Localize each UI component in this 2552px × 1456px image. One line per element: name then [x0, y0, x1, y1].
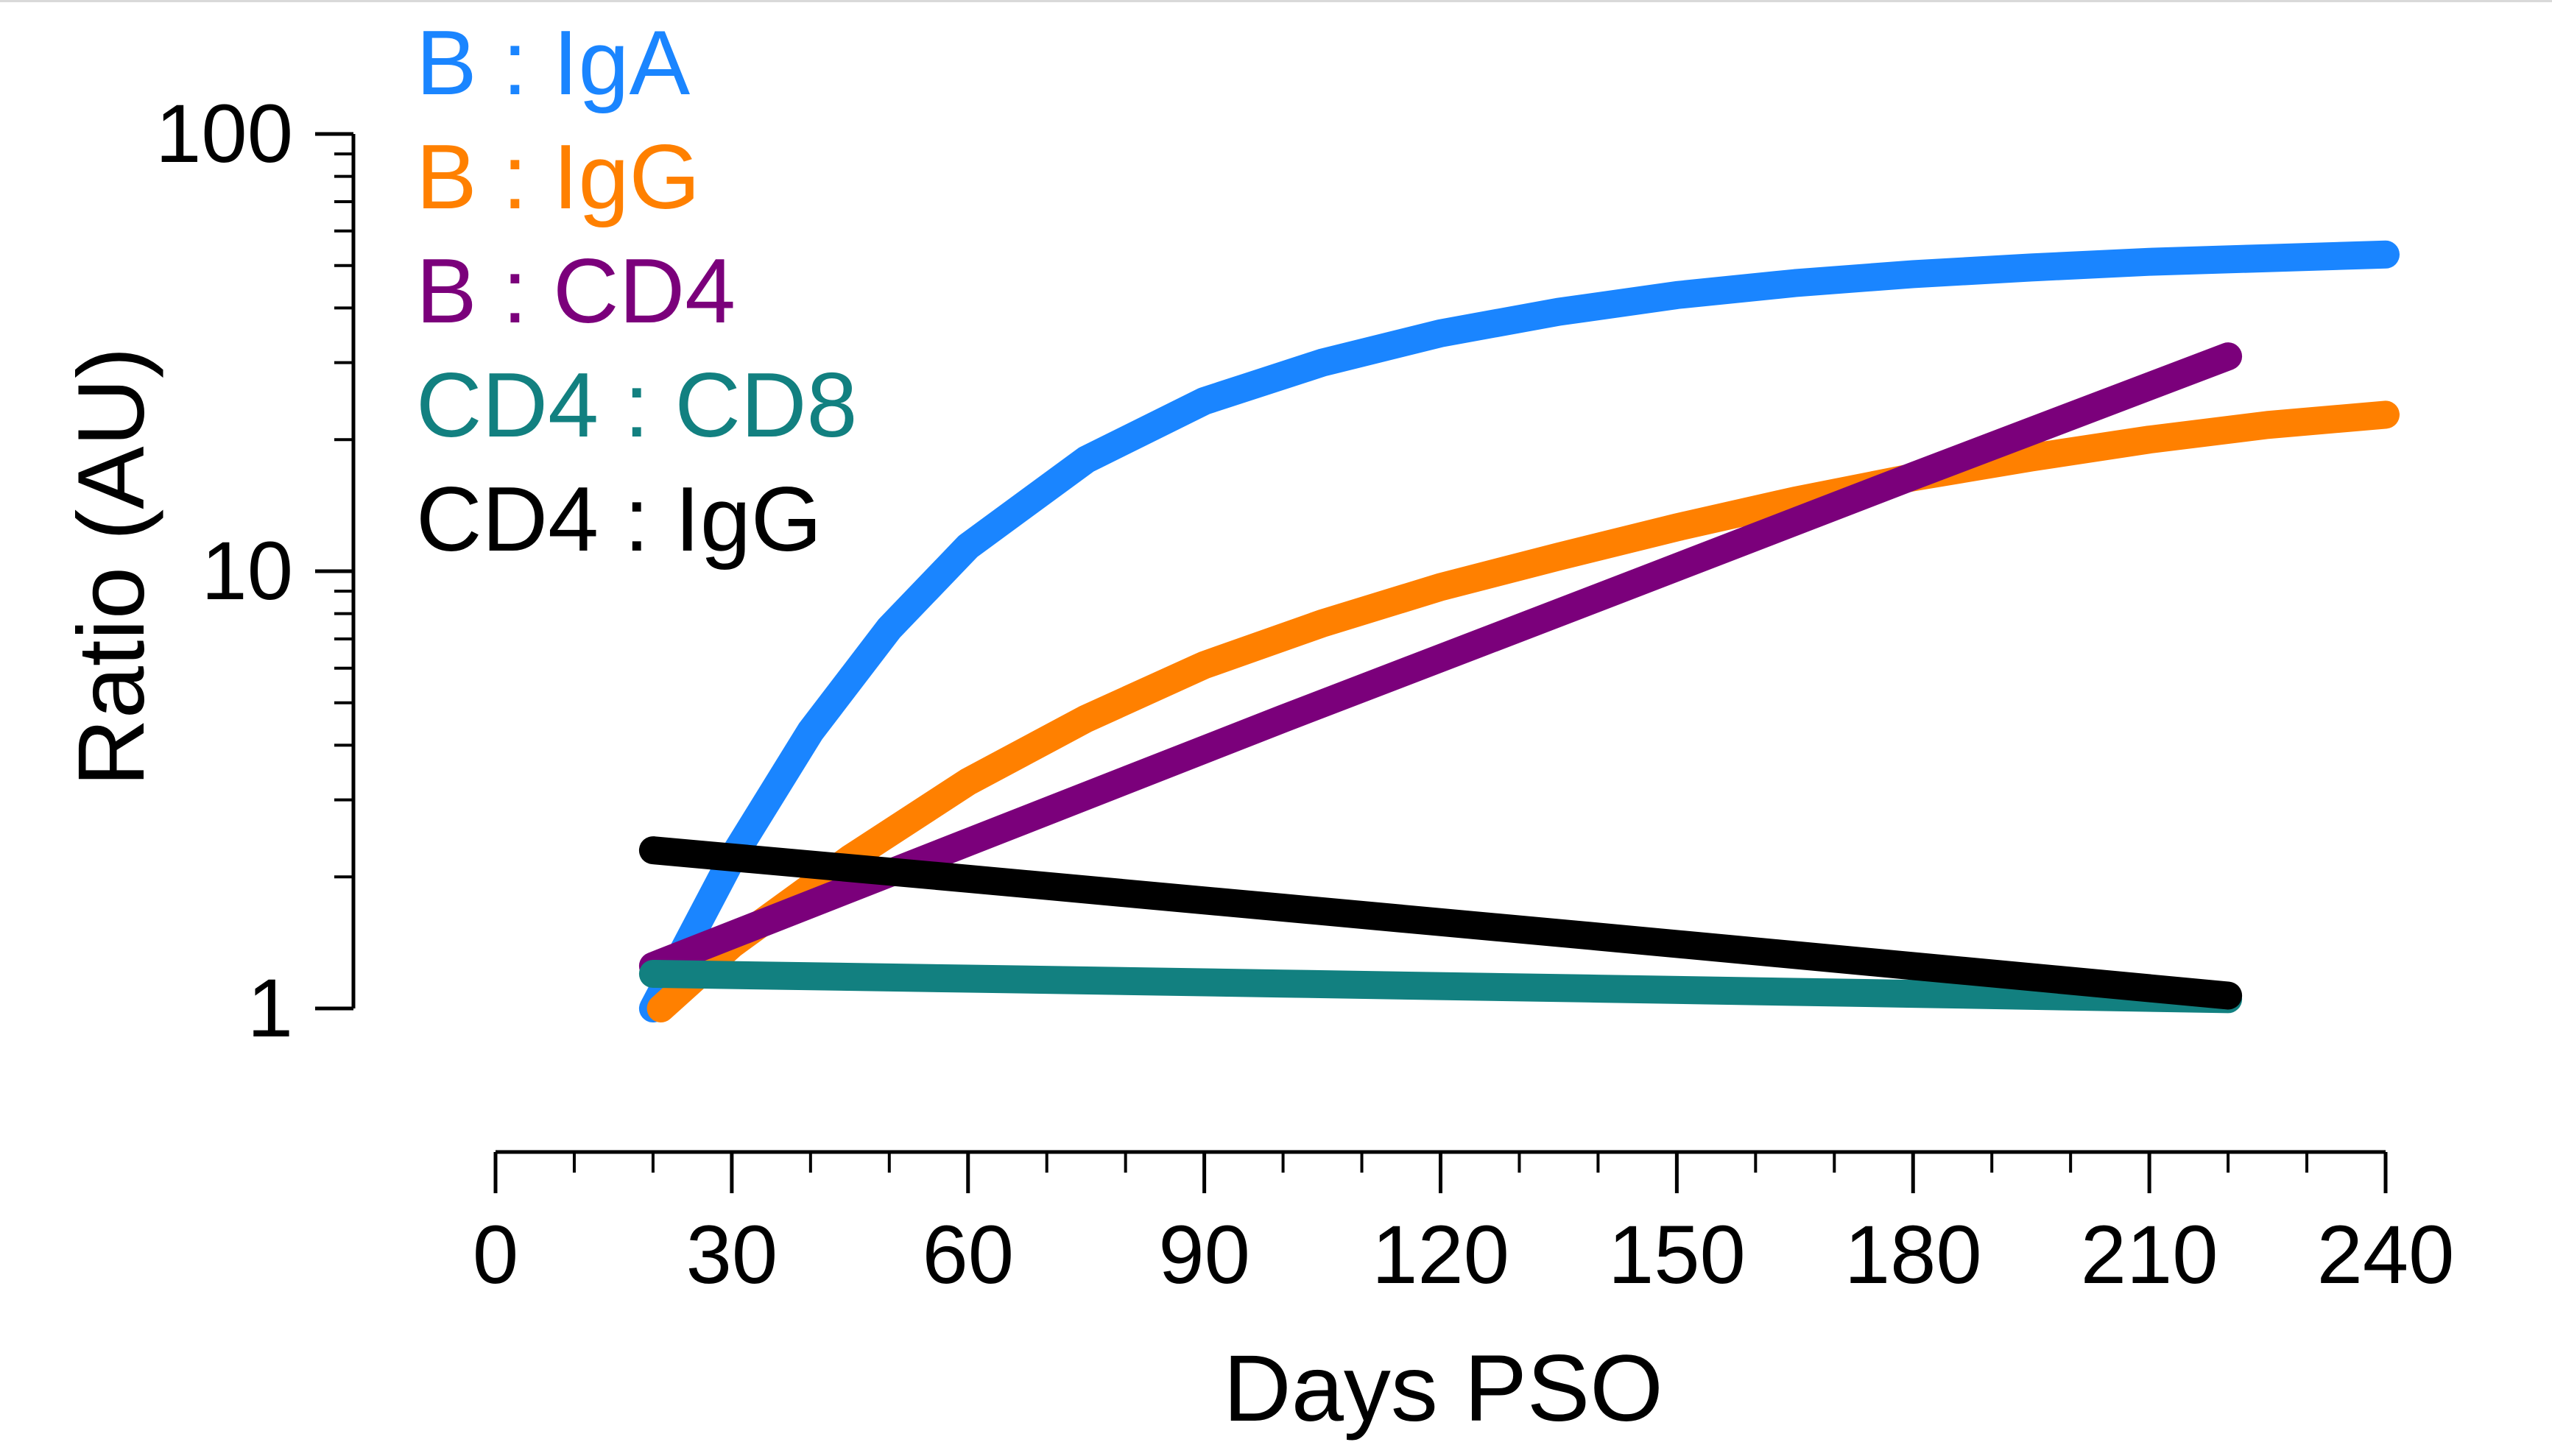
x-tick-label: 30: [686, 1209, 778, 1301]
y-tick-label: 100: [155, 88, 293, 180]
y-axis-title: Ratio (AU): [59, 347, 164, 786]
legend-entry-5: CD4 : IgG: [416, 469, 822, 570]
x-axis-title: Days PSO: [1223, 1336, 1663, 1441]
legend-entry-1: B : IgA: [416, 13, 690, 114]
legend: B : IgA B : IgG B : CD4 CD4 : CD8 CD4 : IgG: [416, 13, 857, 570]
x-axis: 0 30 60 90 120 150 180 210 240: [473, 1150, 2455, 1301]
x-tick-label: 0: [473, 1209, 518, 1301]
window-top-border: [0, 0, 2552, 2]
series-line-4: [638, 960, 2243, 1014]
y-tick-label: 1: [247, 962, 293, 1054]
y-axis: 1 10 100: [155, 88, 356, 1054]
x-tick-label: 210: [2081, 1209, 2218, 1301]
x-tick-label: 60: [922, 1209, 1014, 1301]
y-tick-label: 10: [201, 525, 293, 617]
series-layer: [638, 240, 2400, 1022]
legend-entry-2: B : IgG: [416, 127, 700, 228]
x-tick-label: 180: [1844, 1209, 1982, 1301]
legend-entry-4: CD4 : CD8: [416, 355, 857, 456]
series-line-5: [638, 836, 2243, 1010]
x-tick-label: 240: [2317, 1209, 2455, 1301]
x-tick-label: 120: [1372, 1209, 1509, 1301]
legend-entry-3: B : CD4: [416, 241, 736, 342]
x-tick-label: 90: [1158, 1209, 1250, 1301]
series-line-1: [638, 240, 2400, 1022]
x-tick-label: 150: [1608, 1209, 1746, 1301]
series-line-2: [646, 400, 2400, 1022]
